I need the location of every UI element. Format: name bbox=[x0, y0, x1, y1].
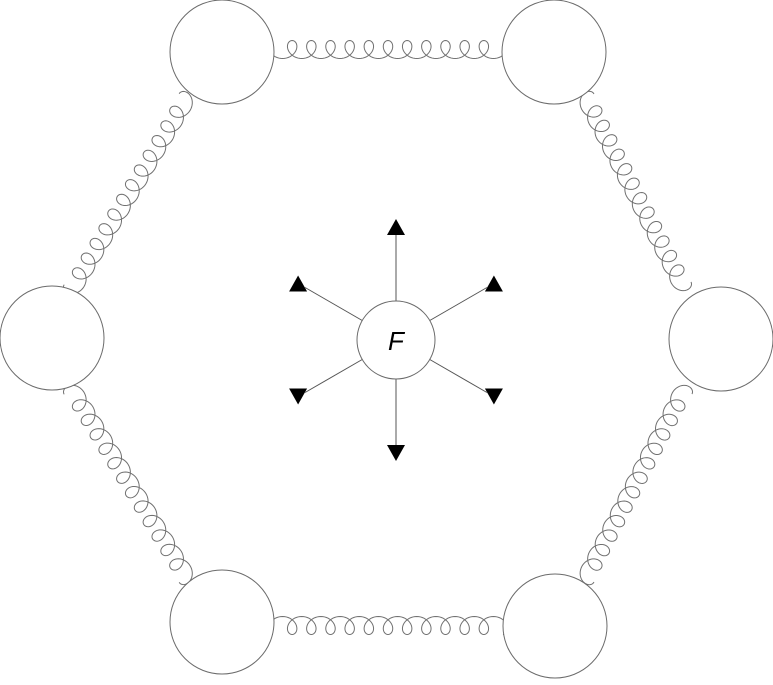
mass-top-left bbox=[169, 0, 275, 105]
mass-right bbox=[668, 286, 773, 392]
arrow-down-right-shaft bbox=[429, 359, 488, 393]
arrow-up-head bbox=[387, 219, 405, 235]
arrow-up-left bbox=[289, 275, 363, 321]
center-force-node: F bbox=[356, 300, 436, 380]
center-circle bbox=[356, 300, 436, 380]
center-label: F bbox=[388, 326, 406, 356]
arrow-down bbox=[387, 379, 405, 461]
spring-top-left bbox=[63, 90, 193, 295]
arrow-down-right-head bbox=[484, 388, 503, 405]
arrow-up-right bbox=[429, 275, 503, 321]
force-arrows-layer bbox=[289, 219, 503, 461]
spring-bottom bbox=[267, 615, 509, 636]
arrow-up-left-shaft bbox=[304, 287, 363, 321]
arrow-down-left-shaft bbox=[304, 359, 363, 393]
springs-layer bbox=[63, 39, 694, 636]
arrow-down-right bbox=[429, 359, 503, 405]
arrow-down-left-head bbox=[289, 388, 308, 405]
arrow-up-left-head bbox=[289, 275, 308, 292]
mass-left bbox=[0, 285, 105, 391]
mass-top-right bbox=[501, 0, 607, 105]
spring-bottom-left bbox=[63, 384, 193, 586]
spring-bottom-right bbox=[579, 384, 694, 586]
arrow-up bbox=[387, 219, 405, 301]
spring-top-right bbox=[579, 90, 693, 292]
mass-bottom-left bbox=[169, 569, 275, 675]
arrow-up-right-shaft bbox=[429, 287, 488, 321]
mass-bottom-right bbox=[502, 573, 608, 679]
arrow-down-left bbox=[289, 359, 363, 405]
arrow-up-right-head bbox=[484, 275, 503, 292]
arrow-down-head bbox=[387, 445, 405, 461]
spring-top bbox=[267, 39, 509, 60]
